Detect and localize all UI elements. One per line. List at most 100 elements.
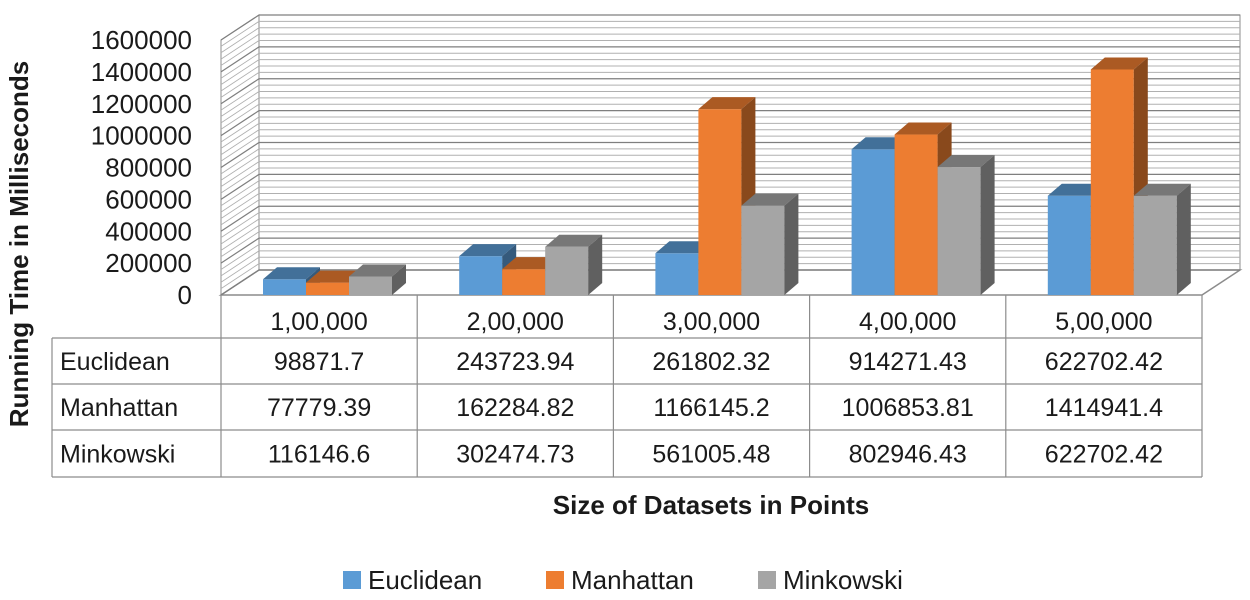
bar-side: [392, 264, 406, 295]
gridline: [220, 27, 1240, 54]
y-tick-label: 600000: [105, 184, 192, 214]
bar-top: [1133, 183, 1191, 196]
y-tick-label: 1400000: [91, 57, 192, 87]
bar-minkowski: [741, 193, 799, 295]
data-label: 98871.7: [274, 348, 364, 376]
bar-manhattan: [502, 257, 560, 295]
gridline: [220, 40, 1240, 66]
y-tick-label: 1600000: [91, 25, 192, 55]
bar-top: [459, 244, 517, 257]
data-label: 243723.94: [456, 348, 574, 376]
bar-top: [655, 241, 713, 254]
bar-front: [741, 205, 785, 295]
y-tick-label: 1000000: [91, 121, 192, 151]
bar-top: [545, 234, 603, 247]
data-label: 1006853.81: [842, 394, 974, 422]
table-series-name: Euclidean: [60, 348, 170, 376]
bar-top: [1047, 183, 1105, 196]
gridline: [220, 46, 1240, 73]
legend-swatch: [343, 571, 361, 589]
y-axis-title: Running Time in Milliseconds: [4, 61, 34, 427]
gridline: [220, 91, 1240, 117]
legend-label: Minkowski: [783, 565, 903, 595]
data-label: 162284.82: [456, 394, 574, 422]
y-tick-label: 0: [178, 280, 192, 310]
bar-side: [980, 155, 995, 295]
data-label: 302474.73: [456, 441, 574, 469]
y-tick-label: 400000: [105, 216, 192, 246]
gridline: [220, 59, 1240, 86]
bar-front: [698, 109, 742, 296]
bar-front: [1090, 69, 1134, 295]
bar-top: [263, 267, 320, 280]
data-label: 1166145.2: [653, 394, 769, 422]
data-label: 77779.39: [267, 394, 371, 422]
data-label: 1414941.4: [1045, 394, 1163, 422]
gridline: [220, 84, 1240, 111]
y-tick-label: 800000: [105, 153, 192, 183]
bar-front: [545, 246, 589, 295]
x-category-label: 4,00,000: [859, 308, 956, 336]
legend-swatch: [758, 571, 776, 589]
y-tick-label: 1200000: [91, 89, 192, 119]
bar-side: [588, 234, 603, 295]
bar-minkowski: [937, 155, 995, 295]
data-label: 561005.48: [652, 441, 770, 469]
bar-minkowski: [349, 264, 406, 295]
bar-front: [349, 276, 392, 295]
x-category-label: 1,00,000: [270, 308, 367, 336]
legend: Euclidean Manhattan Minkowski: [343, 565, 903, 595]
legend-swatch: [546, 571, 564, 589]
data-label: 116146.6: [268, 441, 370, 469]
data-label: 261802.32: [652, 348, 770, 376]
gridline: [220, 14, 1240, 41]
x-category-label: 2,00,000: [467, 308, 564, 336]
gridline: [220, 110, 1240, 137]
gridline: [220, 103, 1240, 130]
bar-front: [1133, 195, 1177, 295]
gridline: [220, 65, 1240, 92]
bar-front: [655, 253, 699, 295]
gridline: [220, 78, 1240, 105]
bar-top: [894, 122, 952, 135]
bar-top: [1090, 57, 1148, 70]
data-label: 622702.42: [1045, 441, 1163, 469]
bar-front: [937, 167, 981, 295]
gridline: [220, 52, 1240, 79]
bar-top: [502, 257, 560, 270]
bar-minkowski: [1133, 183, 1191, 295]
data-table: 1,00,000 2,00,000 3,00,000 4,00,000 5,00,000…: [51, 295, 1203, 478]
data-label: 914271.43: [849, 348, 967, 376]
gridline: [220, 97, 1240, 124]
data-label: 622702.42: [1045, 348, 1163, 376]
y-tick-label: 200000: [105, 248, 192, 278]
table-series-name: Minkowski: [60, 441, 175, 469]
bar-front: [502, 269, 546, 295]
x-axis-title: Size of Datasets in Points: [553, 490, 869, 520]
bar-front: [851, 149, 895, 295]
bar-front: [894, 134, 938, 295]
bar-top: [698, 97, 756, 110]
gridline: [220, 116, 1240, 143]
bar-front: [306, 282, 349, 295]
bar-top: [306, 270, 363, 283]
bar-top: [741, 193, 799, 206]
data-label: 802946.43: [849, 441, 967, 469]
gridline: [220, 20, 1240, 47]
bar-top: [937, 155, 995, 168]
gridline: [220, 33, 1240, 60]
bar-front: [459, 256, 503, 295]
legend-label: Manhattan: [571, 565, 694, 595]
bar-side: [784, 193, 799, 295]
bar-front: [1047, 195, 1091, 295]
bar-top: [349, 264, 406, 277]
table-series-name: Manhattan: [60, 394, 178, 422]
gridline: [220, 71, 1240, 98]
bar-front: [263, 279, 306, 295]
x-category-label: 5,00,000: [1055, 308, 1152, 336]
bar-minkowski: [545, 234, 603, 295]
bars: [263, 57, 1191, 296]
bar-top: [851, 137, 909, 150]
bar-euclidean: [459, 244, 517, 295]
legend-label: Euclidean: [368, 565, 482, 595]
